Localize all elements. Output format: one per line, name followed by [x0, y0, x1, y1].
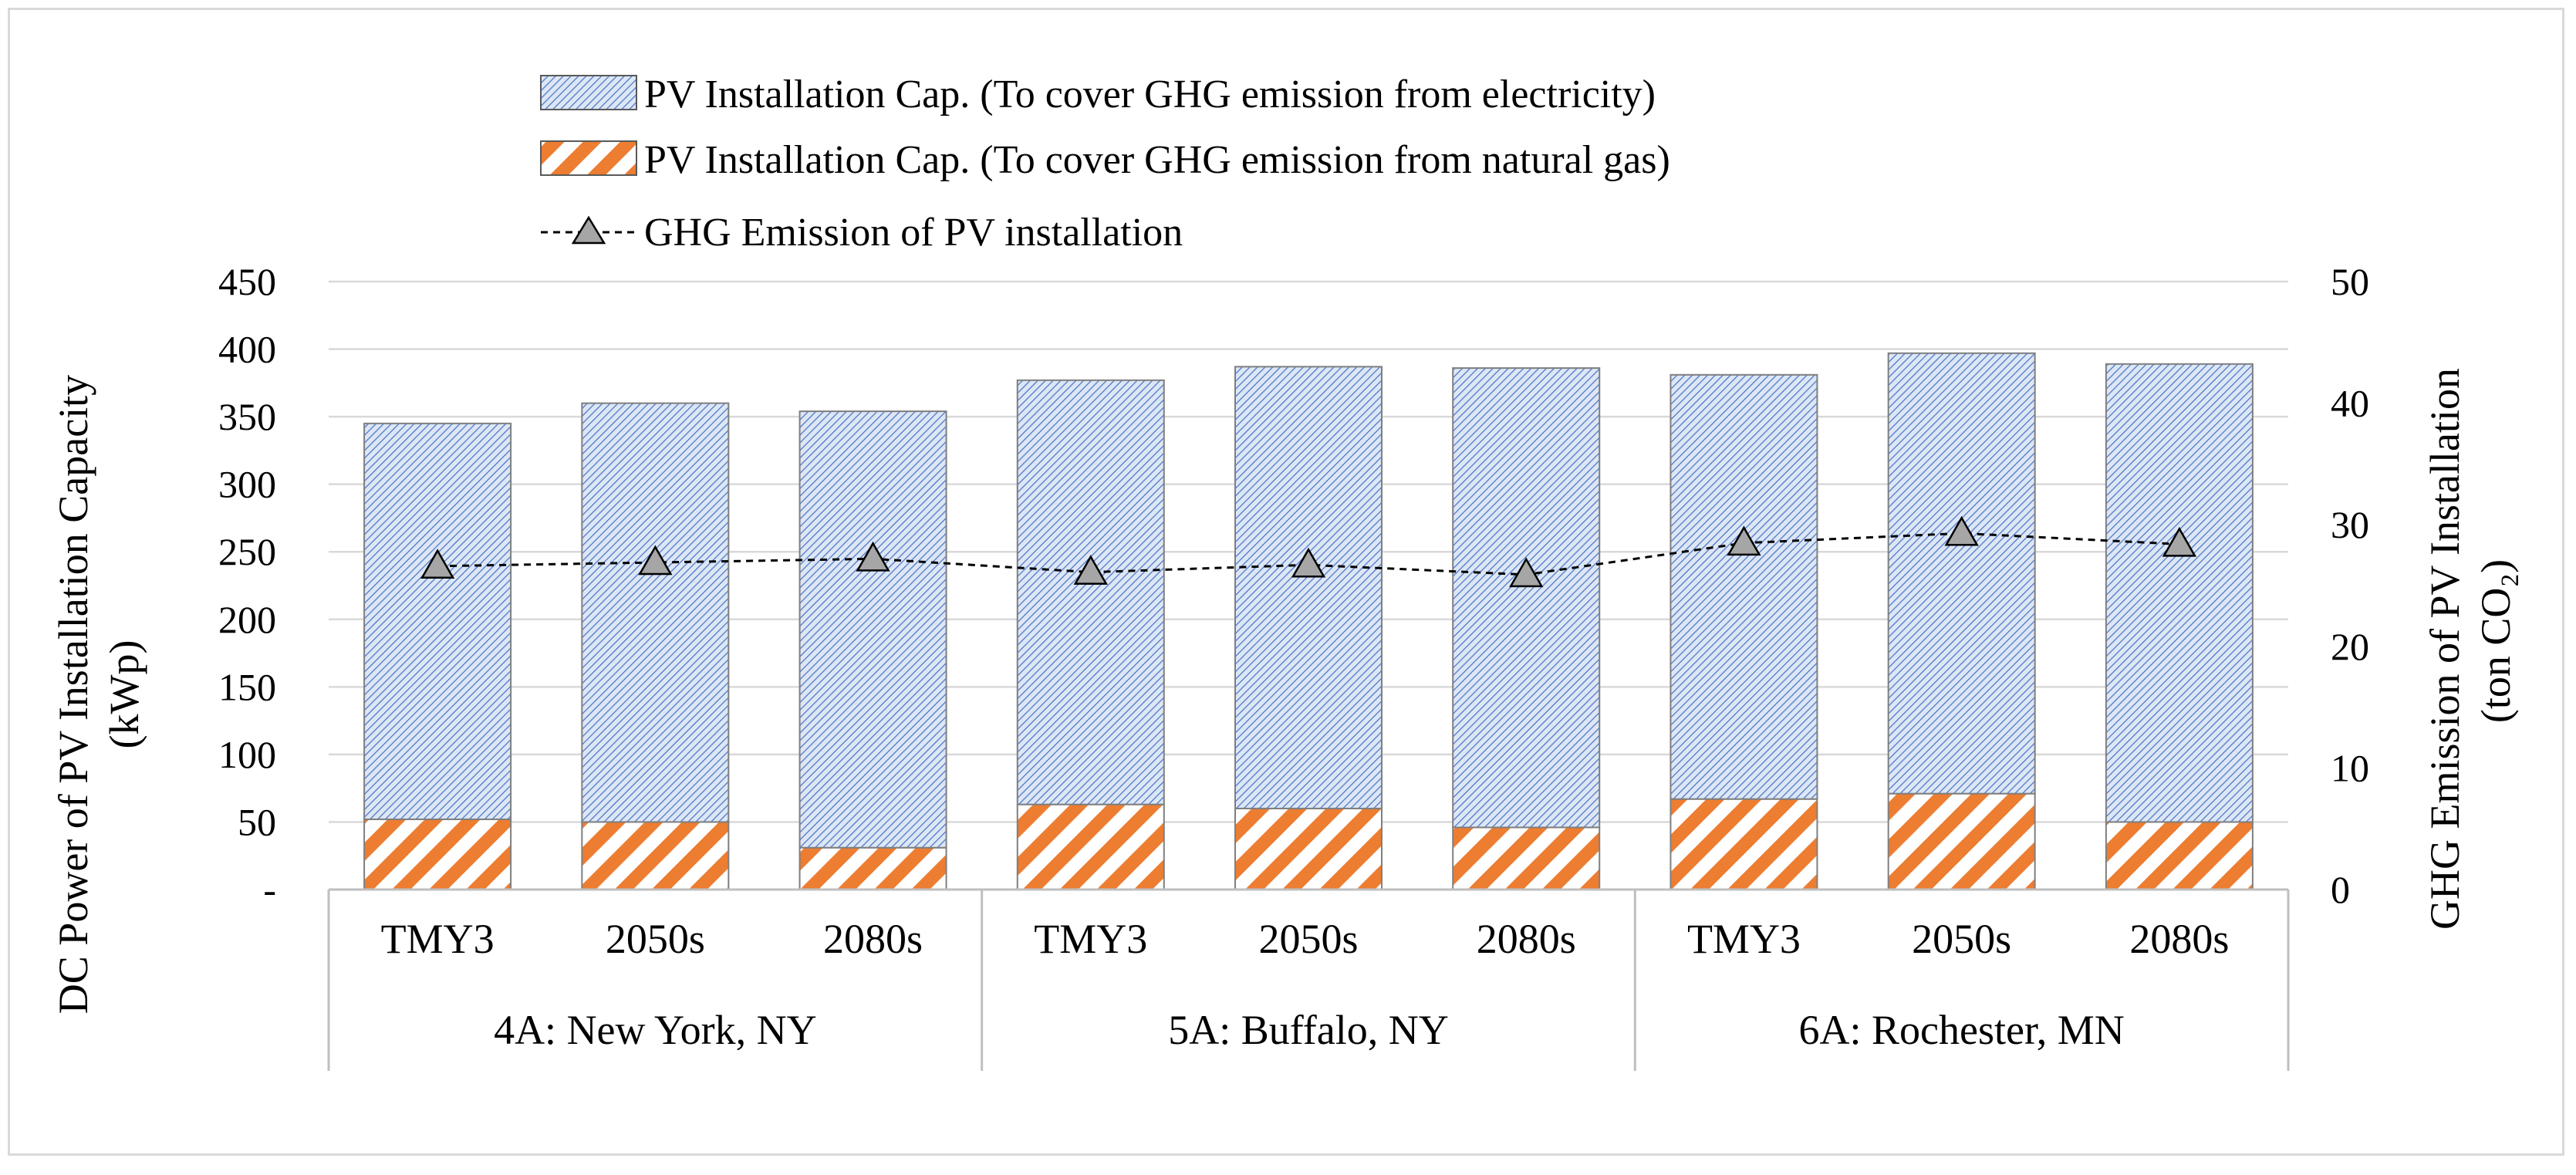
left-tick-label: 450 — [218, 260, 276, 303]
category-label: 2080s — [823, 916, 923, 962]
category-label: TMY3 — [1034, 916, 1147, 962]
bar-natural-gas — [1452, 826, 1601, 890]
legend-swatch-natural-gas — [540, 140, 637, 176]
legend: PV Installation Cap. (To cover GHG emiss… — [540, 73, 1670, 255]
legend-label-electricity: PV Installation Cap. (To cover GHG emiss… — [644, 73, 1656, 116]
group-label: 6A: Rochester, MN — [1799, 1007, 2125, 1053]
right-tick-label: 50 — [2331, 260, 2369, 303]
right-tick-label: 30 — [2331, 503, 2369, 546]
left-tick-label: 100 — [218, 733, 276, 776]
bar-electricity — [1670, 373, 1818, 800]
legend-item-natural-gas: PV Installation Cap. (To cover GHG emiss… — [540, 138, 1670, 182]
emission-line — [420, 515, 2197, 588]
category-label: TMY3 — [381, 916, 495, 962]
bar-electricity — [1452, 367, 1601, 829]
emission-marker — [1509, 557, 1544, 588]
bars — [363, 352, 2254, 891]
chart-frame: -50 100 150 200 250 300 350 400 450 0 10 20 30 40 50 … — [8, 8, 2564, 1156]
left-axis-ticks: - 50 100 150 200 250 300 350 400 450 — [218, 260, 276, 911]
category-label: 2080s — [1477, 916, 1576, 962]
emission-marker — [420, 549, 455, 579]
bar-natural-gas — [581, 821, 730, 891]
legend-item-ghg-emission: GHG Emission of PV installation — [541, 211, 1183, 255]
left-tick-label: 250 — [218, 530, 276, 573]
bar-electricity — [1016, 379, 1165, 805]
right-axis-title-line1: GHG Emission of PV Installation — [2422, 368, 2468, 930]
left-tick-label: - — [263, 868, 276, 911]
legend-swatch-electricity — [540, 75, 637, 110]
left-tick-label: 350 — [218, 395, 276, 438]
bar-natural-gas — [1670, 798, 1818, 890]
left-tick-label: 200 — [218, 598, 276, 641]
group-labels: 4A: New York, NY 5A: Buffalo, NY 6A: Roche… — [494, 1007, 2125, 1053]
left-tick-label: 400 — [218, 328, 276, 371]
emission-marker — [1073, 555, 1108, 585]
bar-electricity — [798, 410, 947, 849]
bar-natural-gas — [2105, 821, 2254, 891]
category-label: 2080s — [2129, 916, 2229, 962]
left-axis-title-line1: DC Power of PV Installation Capacity — [50, 375, 96, 1014]
right-axis-ticks: 0 10 20 30 40 50 — [2331, 260, 2369, 911]
bar-natural-gas — [363, 818, 512, 891]
bar-natural-gas — [1234, 807, 1383, 891]
emission-marker — [1727, 525, 1761, 556]
bar-electricity — [2105, 363, 2254, 823]
group-label: 4A: New York, NY — [494, 1007, 817, 1053]
emission-marker — [638, 545, 673, 576]
bar-natural-gas — [798, 846, 947, 891]
right-tick-label: 0 — [2331, 868, 2350, 911]
legend-label-natural-gas: PV Installation Cap. (To cover GHG emiss… — [644, 138, 1670, 182]
left-tick-label: 300 — [218, 463, 276, 506]
right-tick-label: 40 — [2331, 382, 2369, 425]
bar-electricity — [1887, 352, 2036, 795]
bar-natural-gas — [1887, 792, 2036, 890]
right-tick-label: 10 — [2331, 746, 2369, 789]
category-label: 2050s — [606, 916, 705, 962]
legend-item-electricity: PV Installation Cap. (To cover GHG emiss… — [540, 73, 1656, 116]
category-axis — [327, 888, 2290, 1071]
category-labels: TMY3 2050s 2080s TMY3 2050s 2080s TMY3 2050s 208… — [381, 916, 2230, 962]
group-label: 5A: Buffalo, NY — [1168, 1007, 1448, 1053]
legend-marker-triangle-icon — [571, 215, 606, 245]
bar-electricity — [1234, 366, 1383, 809]
emission-marker — [2162, 526, 2197, 557]
bar-natural-gas — [1016, 803, 1165, 891]
emission-marker — [1291, 547, 1326, 578]
emission-marker — [1944, 515, 1979, 546]
category-label: TMY3 — [1687, 916, 1801, 962]
category-label: 2050s — [1912, 916, 2011, 962]
bar-electricity — [363, 422, 512, 820]
right-axis-title-line2: (ton CO₂) — [2473, 559, 2519, 723]
right-tick-label: 20 — [2331, 625, 2369, 668]
emission-series-line — [437, 532, 2179, 576]
category-label: 2050s — [1258, 916, 1358, 962]
left-axis-title-line2: (kWp) — [101, 640, 147, 749]
left-tick-label: 50 — [238, 800, 276, 843]
emission-marker — [856, 541, 890, 572]
bar-electricity — [581, 402, 730, 823]
legend-label-ghg-emission: GHG Emission of PV installation — [644, 211, 1183, 255]
left-tick-label: 150 — [218, 665, 276, 708]
